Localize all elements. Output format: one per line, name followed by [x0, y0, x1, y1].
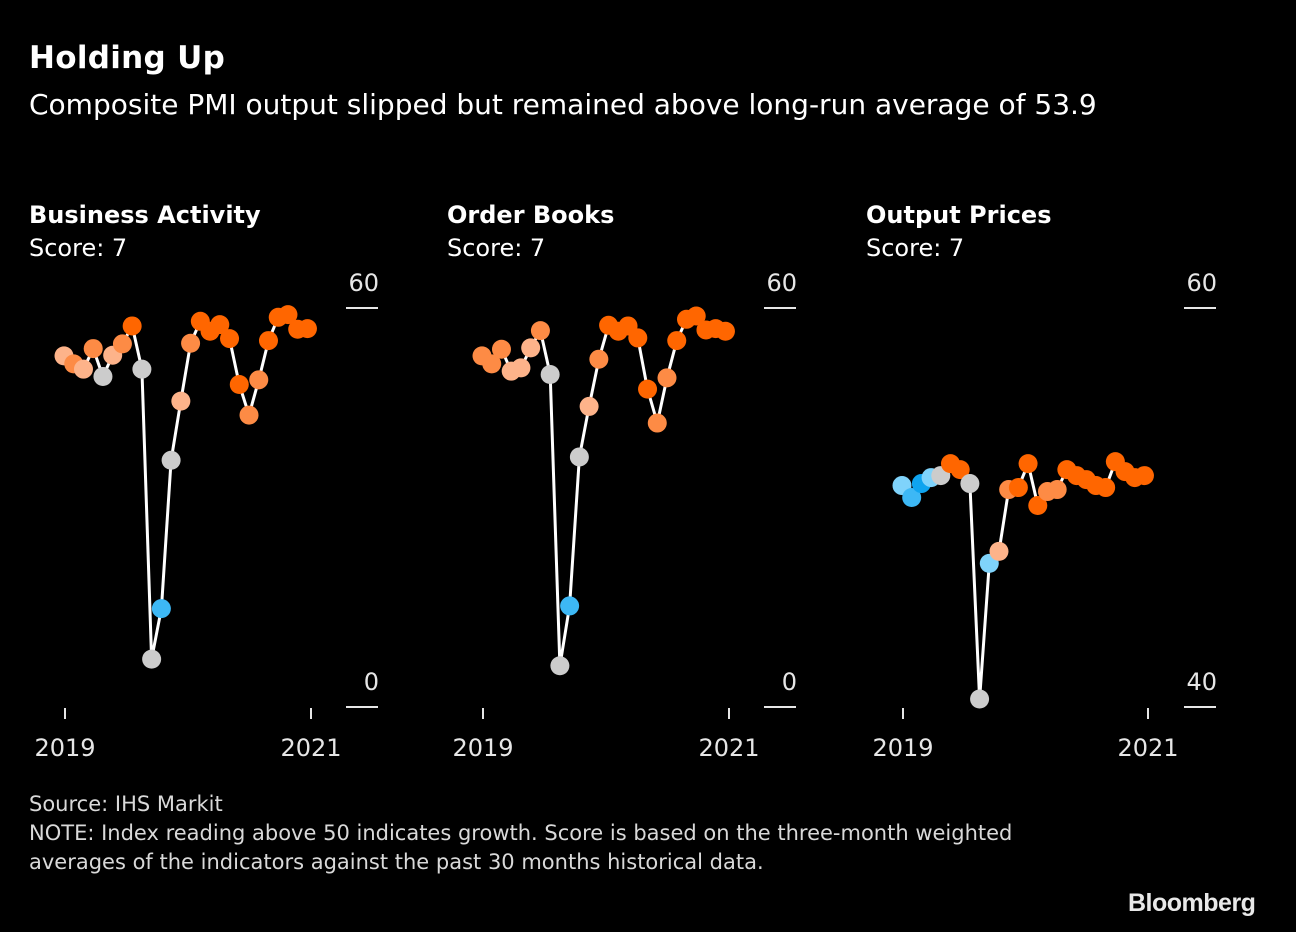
- data-point: [151, 599, 171, 619]
- data-point: [278, 305, 298, 325]
- x-tick-label: 2019: [872, 734, 933, 762]
- data-point: [491, 339, 511, 359]
- data-point: [258, 331, 278, 351]
- data-point: [132, 359, 152, 379]
- data-point: [657, 368, 677, 388]
- data-point: [93, 366, 113, 386]
- data-point: [530, 321, 550, 341]
- data-point: [667, 331, 687, 351]
- data-point: [960, 474, 980, 494]
- data-point: [647, 413, 667, 433]
- y-tick-label-top: 60: [1186, 269, 1217, 297]
- series-line: [900, 460, 1145, 701]
- data-point: [83, 339, 103, 359]
- panel-title-order-books: Order Books: [447, 201, 615, 229]
- bloomberg-logo: Bloomberg: [1128, 889, 1256, 917]
- y-tick-label-top: 60: [348, 269, 379, 297]
- x-tick-label: 2021: [1117, 734, 1178, 762]
- data-point: [550, 656, 570, 676]
- data-point: [73, 359, 93, 379]
- series-line: [63, 313, 308, 661]
- x-tick-label: 2021: [698, 734, 759, 762]
- data-point: [1008, 478, 1028, 498]
- data-point: [122, 316, 142, 336]
- data-point: [181, 333, 201, 353]
- data-point: [220, 329, 240, 349]
- data-point: [1018, 454, 1038, 474]
- x-tick-label: 2021: [280, 734, 341, 762]
- note-text: NOTE: Index reading above 50 indicates g…: [29, 821, 1013, 874]
- panel-score-order-books: Score: 7: [447, 234, 546, 262]
- data-point: [511, 358, 531, 378]
- data-point: [1134, 466, 1154, 486]
- data-point: [970, 689, 990, 709]
- panel-title-business-activity: Business Activity: [29, 201, 261, 229]
- charts-area: 60 0 2019 2021 60 0 2019 2021 60 40 2019 2021: [34, 269, 1217, 762]
- panel-score-output-prices: Score: 7: [866, 234, 965, 262]
- data-point: [297, 319, 317, 339]
- data-point: [950, 460, 970, 480]
- source-text: Source: IHS Markit: [29, 792, 223, 816]
- y-tick-label-bottom: 0: [364, 668, 379, 696]
- data-point: [229, 374, 249, 394]
- data-point: [1047, 480, 1067, 500]
- data-point: [902, 488, 922, 508]
- data-point: [171, 391, 191, 411]
- panel-score-business-activity: Score: 7: [29, 234, 128, 262]
- data-point: [210, 315, 230, 335]
- data-point: [569, 447, 589, 467]
- data-point: [715, 321, 735, 341]
- data-point: [560, 596, 580, 616]
- y-tick-label-top: 60: [766, 269, 797, 297]
- data-point: [1028, 496, 1048, 516]
- data-point: [112, 334, 132, 354]
- data-point: [686, 306, 706, 326]
- data-point: [540, 365, 560, 384]
- data-point: [521, 338, 541, 358]
- data-point: [989, 541, 1009, 561]
- data-point: [161, 450, 181, 470]
- data-point: [482, 354, 502, 374]
- data-point: [579, 396, 599, 416]
- data-point: [628, 328, 648, 348]
- panel-title-output-prices: Output Prices: [866, 201, 1052, 229]
- data-point: [239, 405, 259, 425]
- y-tick-label-bottom: 40: [1186, 668, 1217, 696]
- chart-subtitle: Composite PMI output slipped but remaine…: [29, 88, 1097, 121]
- x-tick-label: 2019: [452, 734, 513, 762]
- source-notes: Source: IHS Markit NOTE: Index reading a…: [29, 790, 1039, 877]
- y-tick-label-bottom: 0: [782, 668, 797, 696]
- data-point: [249, 370, 269, 390]
- data-point: [638, 379, 658, 399]
- x-tick-label: 2019: [34, 734, 95, 762]
- chart-title: Holding Up: [29, 40, 226, 76]
- data-point: [142, 649, 162, 669]
- data-point: [589, 349, 609, 369]
- data-point: [1096, 478, 1116, 498]
